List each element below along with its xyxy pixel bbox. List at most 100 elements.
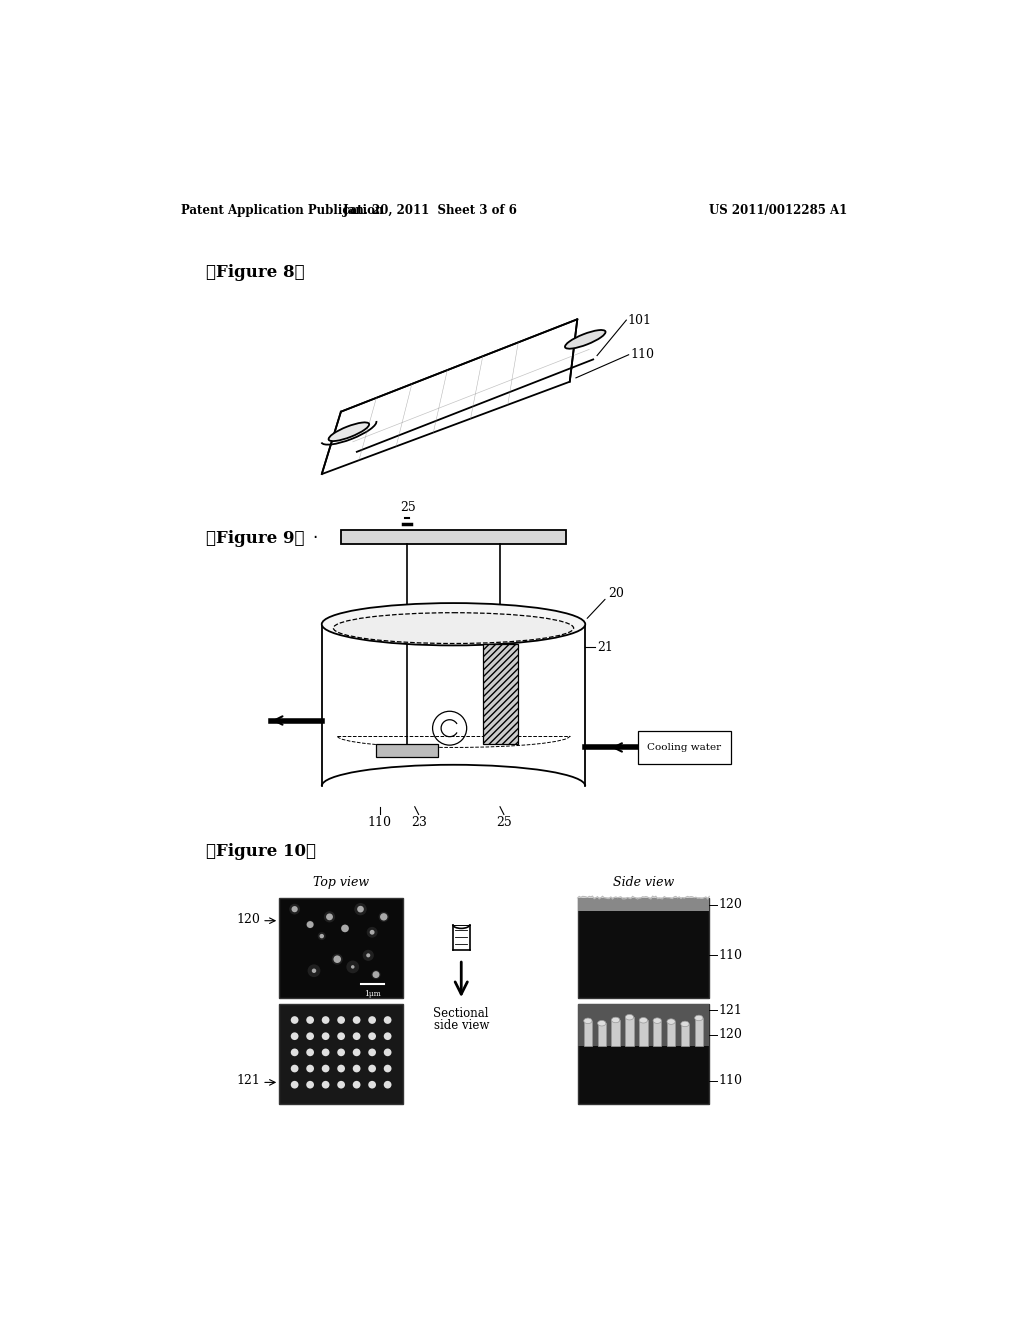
Ellipse shape (611, 1018, 620, 1023)
Bar (639, 1020, 647, 1047)
Bar (280, 898, 403, 998)
Circle shape (317, 932, 326, 940)
Bar (584, 1020, 592, 1047)
Circle shape (322, 1048, 330, 1056)
Ellipse shape (329, 422, 370, 441)
Circle shape (367, 953, 371, 957)
Ellipse shape (681, 1022, 689, 1027)
Circle shape (379, 912, 389, 921)
Circle shape (322, 1065, 330, 1072)
Circle shape (291, 1016, 299, 1024)
Text: 110: 110 (719, 949, 742, 962)
Text: Patent Application Publication: Patent Application Publication (180, 205, 383, 218)
Circle shape (322, 1016, 330, 1024)
Bar (578, 898, 710, 911)
Circle shape (306, 1081, 314, 1089)
Text: 20: 20 (608, 587, 625, 601)
Circle shape (352, 1016, 360, 1024)
Bar (578, 1003, 710, 1047)
Text: 120: 120 (719, 1028, 742, 1041)
Circle shape (324, 911, 335, 923)
Circle shape (306, 1016, 314, 1024)
Circle shape (341, 924, 349, 932)
Bar (578, 1003, 710, 1104)
Text: 120: 120 (237, 912, 260, 925)
Bar (598, 1023, 606, 1047)
Circle shape (306, 921, 313, 928)
Ellipse shape (584, 1018, 592, 1023)
Circle shape (352, 1081, 360, 1089)
Circle shape (341, 924, 349, 932)
Bar (341, 531, 566, 544)
Circle shape (292, 906, 298, 912)
Circle shape (362, 950, 374, 961)
Circle shape (291, 1081, 299, 1089)
Ellipse shape (667, 1019, 675, 1024)
Bar (626, 1018, 634, 1047)
Ellipse shape (565, 330, 605, 348)
Bar (653, 1020, 662, 1047)
Circle shape (306, 1065, 314, 1072)
Text: 「Figure 8」: 「Figure 8」 (206, 264, 304, 281)
Circle shape (337, 1081, 345, 1089)
Circle shape (352, 1065, 360, 1072)
Circle shape (384, 1065, 391, 1072)
Circle shape (367, 927, 378, 937)
Text: 「Figure 10」: 「Figure 10」 (206, 843, 315, 859)
Bar (280, 1003, 403, 1104)
Circle shape (346, 961, 359, 973)
Ellipse shape (653, 1018, 662, 1023)
Circle shape (334, 956, 341, 964)
Ellipse shape (639, 1018, 647, 1023)
Circle shape (337, 1016, 345, 1024)
Text: 121: 121 (719, 1003, 742, 1016)
Ellipse shape (334, 612, 573, 644)
Circle shape (369, 1081, 376, 1089)
Bar (578, 898, 710, 998)
Text: Sectional: Sectional (433, 1007, 489, 1020)
Circle shape (307, 965, 321, 977)
Text: side view: side view (433, 1019, 488, 1032)
Text: 121: 121 (237, 1074, 260, 1088)
Circle shape (291, 1065, 299, 1072)
Text: 「Figure 9」: 「Figure 9」 (206, 529, 304, 546)
Text: Cooling water: Cooling water (647, 743, 722, 752)
Circle shape (337, 1048, 345, 1056)
Text: US 2011/0012285 A1: US 2011/0012285 A1 (710, 205, 848, 218)
Bar (667, 1022, 675, 1047)
Circle shape (369, 1065, 376, 1072)
Circle shape (311, 969, 316, 973)
Text: 110: 110 (630, 348, 654, 362)
Circle shape (384, 1016, 391, 1024)
Circle shape (322, 1032, 330, 1040)
Circle shape (384, 1081, 391, 1089)
Text: ·: · (312, 529, 317, 546)
Circle shape (384, 1032, 391, 1040)
Circle shape (352, 1048, 360, 1056)
Text: Side view: Side view (612, 875, 674, 888)
Circle shape (306, 1032, 314, 1040)
Circle shape (291, 1032, 299, 1040)
Bar (611, 1020, 620, 1047)
Circle shape (384, 1048, 391, 1056)
Circle shape (357, 906, 364, 912)
Circle shape (326, 913, 333, 920)
Circle shape (373, 972, 380, 978)
Text: 110: 110 (719, 1074, 742, 1088)
Ellipse shape (694, 1015, 703, 1020)
Text: 120: 120 (719, 898, 742, 911)
Bar (483, 644, 518, 743)
Circle shape (370, 929, 375, 935)
Circle shape (306, 1048, 314, 1056)
Bar (638, 730, 731, 764)
Circle shape (291, 1048, 299, 1056)
Text: 25: 25 (496, 816, 512, 829)
Circle shape (322, 1081, 330, 1089)
Circle shape (332, 954, 343, 965)
Circle shape (306, 920, 314, 928)
Text: 1μm: 1μm (364, 990, 381, 998)
Text: 21: 21 (597, 640, 612, 653)
Text: 110: 110 (368, 816, 392, 829)
Bar (376, 743, 438, 758)
Circle shape (369, 1016, 376, 1024)
